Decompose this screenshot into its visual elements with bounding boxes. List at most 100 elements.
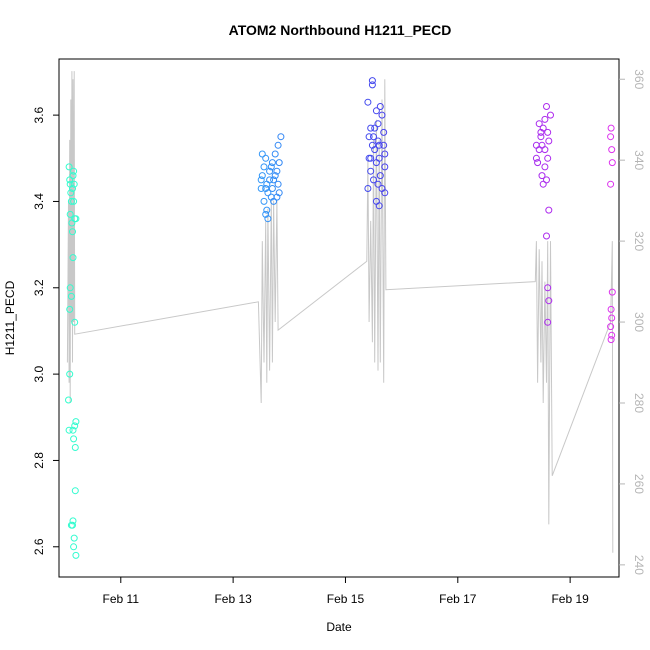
y2-tick-label: 280 [632,393,646,413]
data-point [69,228,76,236]
x-tick-label: Feb 15 [327,592,365,606]
data-point [262,185,270,192]
data-point [271,150,279,158]
data-point [539,180,547,188]
data-point [367,124,375,132]
chart-title: ATOM2 Northbound H1211_PECD [229,22,452,38]
data-point [380,128,388,136]
data-point [71,444,79,451]
data-point [270,176,278,184]
y-tick-label: 2.6 [32,538,46,555]
data-point [260,163,268,171]
data-point [545,297,553,305]
y2-tick-label: 360 [632,69,646,89]
data-point [70,167,78,175]
data-point [375,154,383,162]
data-point [70,543,78,551]
y-axis-label: H1211_PECD [3,280,17,355]
data-point [65,426,73,434]
data-point [268,159,276,167]
data-point [608,146,616,154]
data-point [378,111,386,119]
data-point [532,154,540,162]
data-point [69,172,77,180]
data-point [541,163,549,171]
data-point [263,206,271,214]
data-point [71,487,79,495]
data-point [543,103,550,110]
data-point [607,323,615,331]
data-point [67,197,75,205]
data-point [368,77,376,85]
data-point [367,167,375,175]
data-point [274,141,282,149]
data-point [376,103,384,110]
y2-tick-label: 340 [632,150,646,170]
data-point [608,159,616,167]
data-point [608,314,616,322]
data-point [545,137,553,145]
y-tick-label: 3.6 [32,106,46,123]
data-point [607,305,615,313]
data-point [380,141,388,149]
y2-tick-label: 260 [632,474,646,494]
data-point [66,370,74,378]
data-point [266,167,274,175]
data-point [274,180,282,188]
data-point [262,210,270,218]
secondary-series-layer [66,71,614,553]
data-point [70,534,78,542]
data-point [537,128,545,136]
data-point [258,150,266,158]
data-point [69,254,77,262]
data-point [365,133,373,141]
plot-frame [58,58,620,578]
data-point [535,120,543,128]
data-point [608,288,616,296]
data-point [532,141,540,149]
data-point [70,180,78,188]
y-tick-label: 2.8 [32,452,46,469]
data-point [375,141,383,149]
data-point [535,146,543,154]
data-point [66,284,74,292]
data-point [65,163,73,171]
y2-tick-label: 240 [632,555,646,575]
data-point [69,426,77,434]
y-axis-left: 2.6 2.8 3.0 3.2 3.4 3.6 [32,106,59,555]
data-point [607,133,615,141]
data-point [608,331,616,339]
data-point [544,318,552,326]
data-point [70,197,78,205]
data-point [538,172,546,180]
data-point [67,292,75,300]
data-point [376,172,384,180]
data-point [368,141,376,149]
data-point [543,176,550,184]
data-point [381,163,389,171]
data-point [66,176,74,184]
scatter-points-layer [65,77,616,559]
data-point [270,197,278,205]
x-tick-label: Feb 13 [214,592,252,606]
data-point [258,172,266,180]
data-point [607,124,615,132]
data-point [543,232,550,240]
data-point [264,215,272,223]
data-point [364,98,372,106]
y-tick-label: 3.4 [32,193,46,210]
data-point [69,185,76,192]
data-point [264,189,272,197]
x-axis: Feb 11 Feb 13 Feb 15 Feb 17 Feb 19 [103,577,589,606]
x-tick-label: Feb 11 [103,592,140,606]
data-point [372,107,380,115]
data-point [71,422,79,430]
y-axis-right: 240 260 280 300 320 340 360 [619,69,646,575]
y-tick-label: 3.2 [32,279,46,296]
data-point [267,163,275,171]
data-point [607,180,615,188]
data-point [275,159,283,167]
data-point [368,81,376,89]
data-point [547,111,554,119]
